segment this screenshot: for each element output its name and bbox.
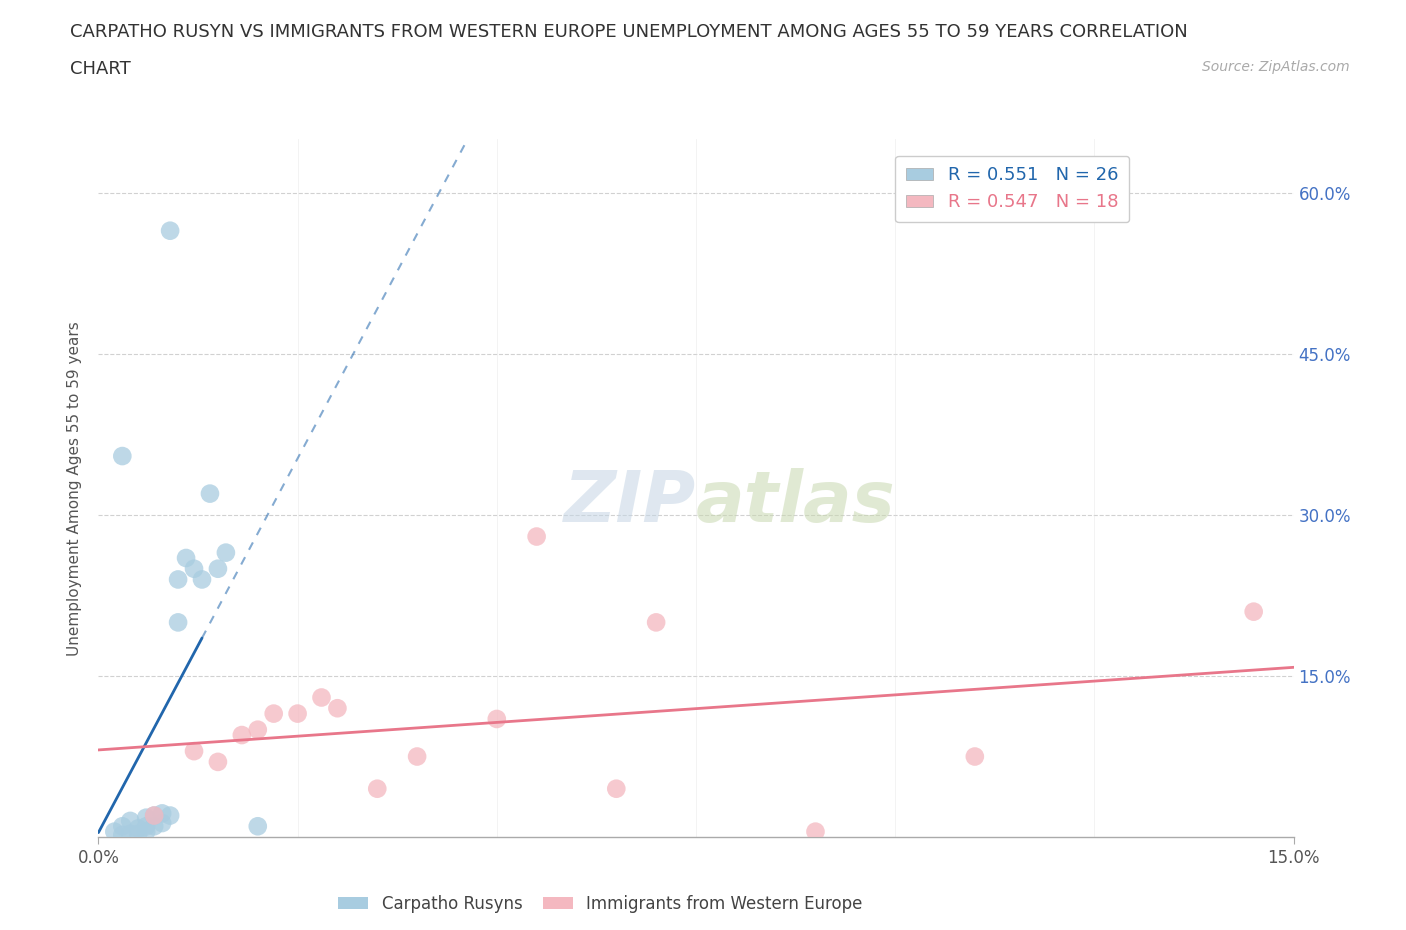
Point (246, 723, 269, 737)
Legend: Carpatho Rusyns, Immigrants from Western Europe: Carpatho Rusyns, Immigrants from Western… (332, 888, 869, 920)
Point (174, 551, 197, 565)
Point (103, 824, 125, 839)
Point (143, 808, 166, 823)
Point (605, 781, 627, 796)
Point (183, 562, 205, 577)
Y-axis label: Unemployment Among Ages 55 to 59 years: Unemployment Among Ages 55 to 59 years (67, 321, 83, 656)
Text: CHART: CHART (70, 60, 131, 78)
Point (1243, 604, 1265, 619)
Point (111, 818, 134, 833)
Text: CARPATHO RUSYN VS IMMIGRANTS FROM WESTERN EUROPE UNEMPLOYMENT AMONG AGES 55 TO 5: CARPATHO RUSYN VS IMMIGRANTS FROM WESTER… (70, 23, 1188, 41)
Point (167, 615, 190, 630)
Point (111, 828, 134, 843)
Point (127, 821, 149, 836)
Point (120, 814, 142, 829)
Point (366, 781, 388, 796)
Point (150, 816, 173, 830)
Point (111, 448, 134, 463)
Point (526, 529, 548, 544)
Point (191, 572, 214, 587)
Point (963, 749, 986, 764)
Point (311, 690, 333, 705)
Point (183, 744, 205, 759)
Point (263, 706, 285, 721)
Point (143, 818, 166, 833)
Text: atlas: atlas (696, 468, 896, 537)
Point (135, 824, 157, 839)
Point (406, 749, 429, 764)
Point (159, 223, 181, 238)
Point (135, 810, 157, 825)
Point (120, 827, 142, 842)
Point (127, 827, 149, 842)
Point (326, 701, 349, 716)
Point (804, 824, 827, 839)
Point (645, 615, 668, 630)
Point (150, 806, 173, 821)
Point (135, 818, 157, 833)
Point (198, 486, 221, 501)
Point (246, 818, 269, 833)
Point (207, 754, 229, 769)
Point (287, 706, 309, 721)
Text: Source: ZipAtlas.com: Source: ZipAtlas.com (1202, 60, 1350, 74)
Point (485, 711, 508, 726)
Point (143, 808, 166, 823)
Point (159, 808, 181, 823)
Point (215, 545, 238, 560)
Point (231, 727, 253, 742)
Point (207, 562, 229, 577)
Point (167, 572, 190, 587)
Text: ZIP: ZIP (564, 468, 696, 537)
